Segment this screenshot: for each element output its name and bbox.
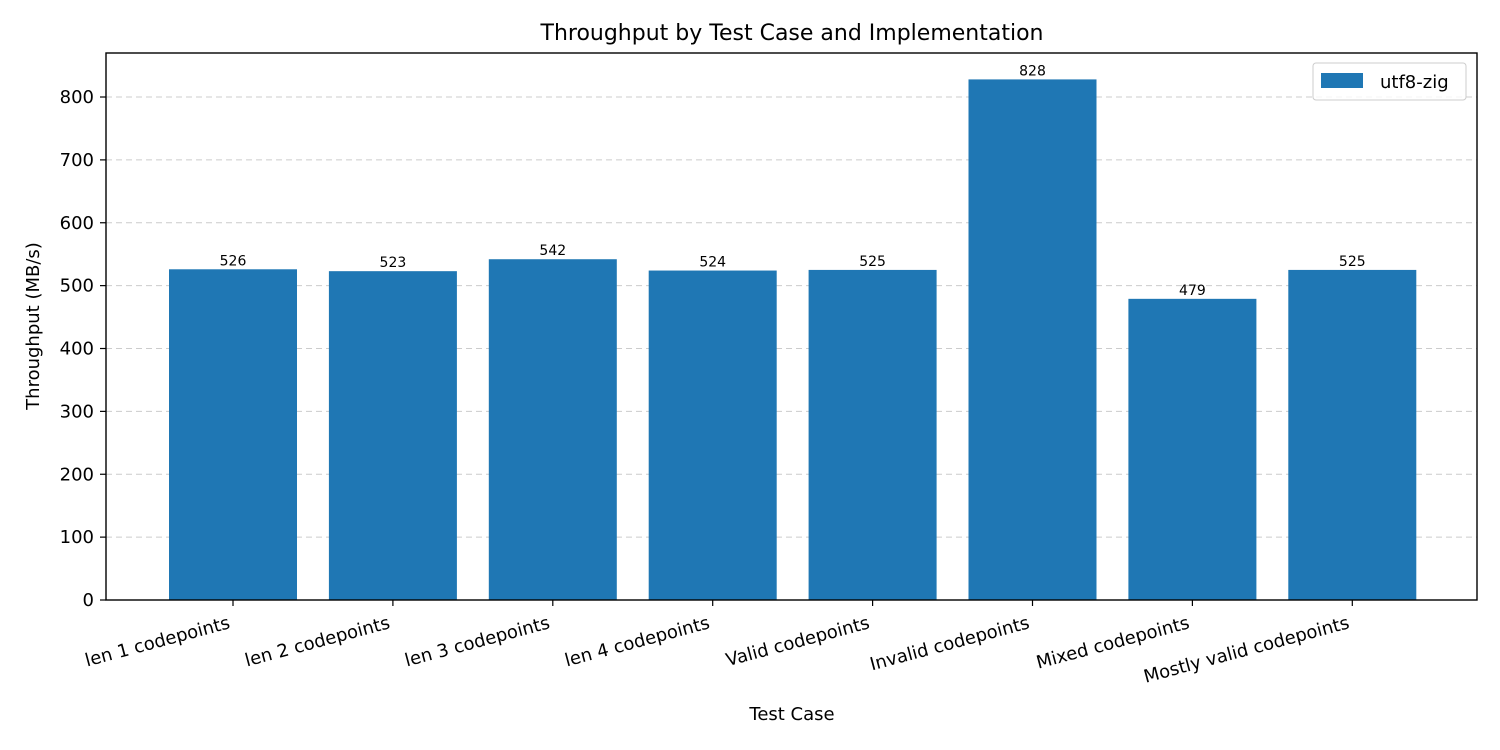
y-tick-label: 300 [60,401,94,422]
plot-frame [105,52,1478,601]
y-axis-label: Throughput (MB/s) [23,242,44,411]
legend-swatch [1321,73,1363,88]
x-tick-label: len 1 codepoints [83,613,232,672]
y-tick-label: 0 [83,590,94,611]
y-tick-label: 200 [60,464,94,485]
data-label: 524 [699,255,726,271]
bar [968,79,1097,600]
grid [106,96,1477,538]
legend-frame [1312,62,1467,101]
legend: utf8-zig [1312,62,1467,101]
x-axis: len 1 codepoints len 2 codepoints len 3 co… [83,600,1353,688]
y-tick-label: 400 [60,339,94,360]
bar [808,269,937,600]
data-label: 526 [220,253,247,269]
legend-label: utf8-zig [1380,72,1449,93]
y-tick-label: 500 [60,276,94,297]
data-label: 525 [1339,254,1366,270]
x-tick-label: len 3 codepoints [403,613,552,672]
chart-title: Throughput by Test Case and Implementati… [540,21,1044,46]
x-tick-label: len 2 codepoints [243,613,392,672]
bar [488,259,617,600]
data-label: 828 [1019,63,1046,79]
x-tick-label: Valid codepoints [724,613,872,672]
bar [328,271,457,600]
data-label: 525 [859,254,886,270]
data-label: 542 [539,243,566,259]
bar [1128,298,1257,600]
bar [648,270,777,600]
y-axis: 0 100 200 300 400 500 600 700 800 [60,87,106,611]
x-axis-label: Test Case [748,704,834,725]
y-tick-label: 600 [60,213,94,234]
bars [169,79,1417,600]
data-labels: 526 523 542 524 525 828 479 525 [220,63,1366,298]
bar [1288,269,1417,600]
data-label: 479 [1179,283,1206,299]
y-tick-label: 800 [60,87,94,108]
bar [169,269,297,600]
data-label: 523 [380,255,407,271]
y-tick-label: 100 [60,527,94,548]
y-tick-label: 700 [60,150,94,171]
x-tick-label: Invalid codepoints [868,613,1032,676]
x-tick-label: len 4 codepoints [563,613,712,672]
